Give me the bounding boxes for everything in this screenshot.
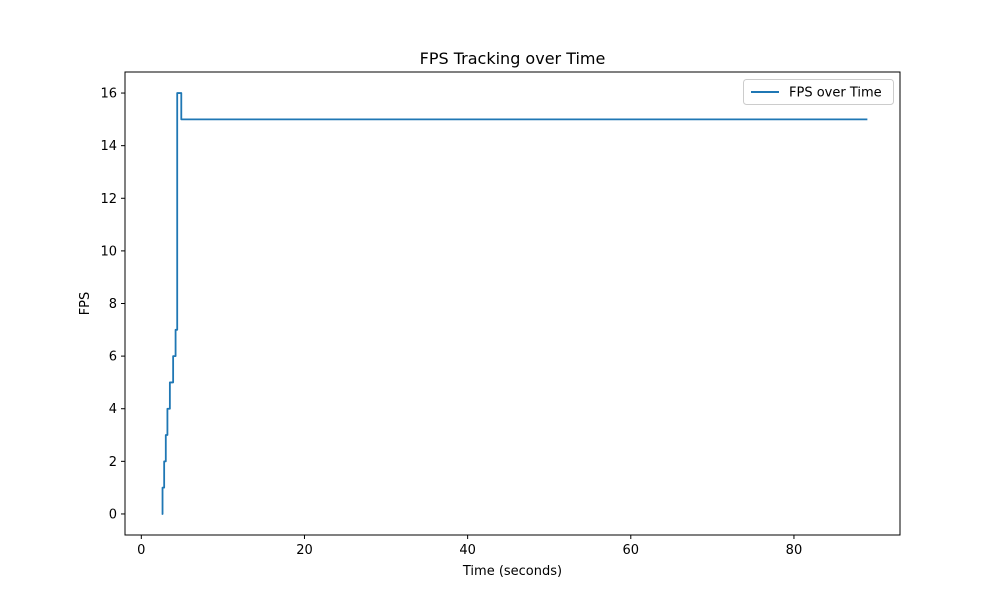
y-tick-label: 4: [109, 402, 117, 417]
y-tick-label: 8: [109, 297, 117, 312]
x-tick-label: 40: [459, 543, 476, 558]
y-axis-label: FPS: [78, 292, 93, 316]
y-tick-label: 10: [100, 244, 117, 259]
x-tick-label: 20: [296, 543, 313, 558]
y-axis-ticks: 0 2 4 6 8 10 12 14 16: [100, 87, 125, 522]
series-layer: [161, 92, 868, 515]
plot-frame: [124, 71, 901, 536]
x-axis-ticks: 0 20 40 60 80: [137, 535, 802, 558]
legend-box: [743, 79, 894, 105]
plot-area: [125, 72, 900, 535]
legend-label: FPS over Time: [789, 86, 882, 101]
y-tick-label: 16: [100, 87, 117, 102]
x-axis-label: Time (seconds): [462, 564, 562, 579]
x-tick-label: 60: [623, 543, 640, 558]
x-tick-label: 0: [137, 543, 145, 558]
chart-title: FPS Tracking over Time: [420, 49, 606, 68]
x-tick-label: 80: [786, 543, 803, 558]
y-tick-label: 2: [109, 455, 117, 470]
y-tick-label: 14: [100, 139, 117, 154]
legend: FPS over Time: [743, 79, 894, 105]
y-tick-label: 0: [109, 507, 117, 522]
y-tick-label: 12: [100, 192, 117, 207]
series-line: [161, 92, 868, 515]
y-tick-label: 6: [109, 350, 117, 365]
